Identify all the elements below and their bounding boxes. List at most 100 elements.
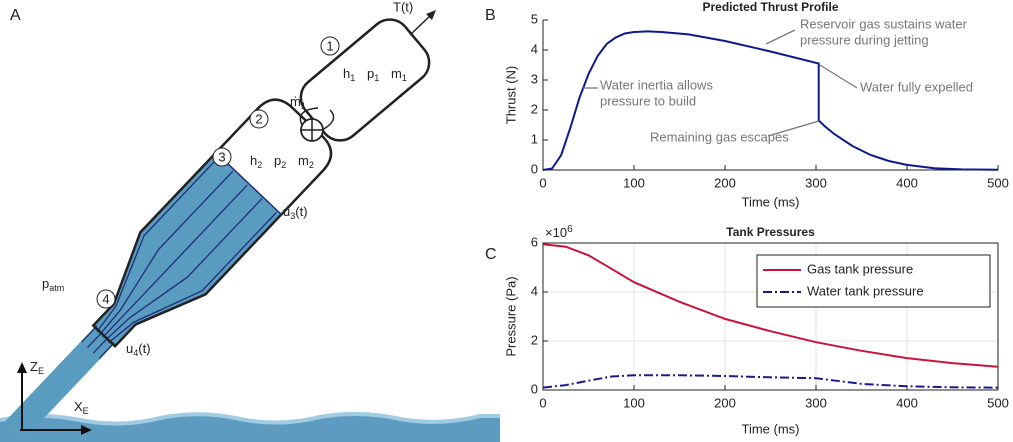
panel-label: A bbox=[10, 7, 21, 24]
legend-label: Water tank pressure bbox=[807, 283, 924, 298]
station-label: 1 bbox=[326, 38, 333, 53]
state-label: h2 bbox=[250, 153, 262, 170]
station-label: 2 bbox=[255, 111, 262, 126]
mass-flow-label: ṁ1 bbox=[290, 94, 306, 111]
x-axis-title: Time (ms) bbox=[741, 421, 799, 436]
x-arrowhead bbox=[81, 425, 92, 435]
y-tick-label: 1 bbox=[531, 131, 538, 146]
station-label: 4 bbox=[102, 291, 109, 306]
x-tick-label: 200 bbox=[714, 395, 736, 410]
y-axis-title: Thrust (N) bbox=[503, 66, 518, 125]
axis-label-sub: E bbox=[38, 366, 44, 376]
chart-title: Tank Pressures bbox=[726, 225, 815, 239]
x-axis-title: Time (ms) bbox=[741, 194, 799, 209]
series-line bbox=[542, 30, 999, 171]
velocity-label: u4(t) bbox=[126, 341, 151, 358]
annotation: Water inertia allows bbox=[600, 77, 713, 92]
state-label: m2 bbox=[298, 153, 314, 170]
annotation: pressure to build bbox=[600, 93, 696, 108]
state-label-base: p bbox=[367, 66, 374, 81]
y-tick-label: 0 bbox=[531, 381, 538, 396]
x-tick-label: 0 bbox=[539, 395, 546, 410]
x-tick-label: 300 bbox=[805, 395, 827, 410]
multiplier-exponent: 6 bbox=[567, 224, 573, 235]
multiplier-base: ×10 bbox=[545, 225, 567, 240]
x-tick-label: 0 bbox=[539, 175, 546, 190]
diagram: 1 2 3 4 T(t) bbox=[0, 0, 500, 442]
pressure-label: patm bbox=[42, 276, 64, 293]
annotation-arrow bbox=[819, 64, 858, 89]
velocity-label-suffix: (t) bbox=[138, 341, 150, 356]
state-label-sub: 1 bbox=[374, 73, 379, 83]
axis-label-base: X bbox=[74, 399, 83, 414]
x-tick-label: 100 bbox=[623, 395, 645, 410]
y-multiplier: ×106 bbox=[545, 224, 573, 241]
state-label: p2 bbox=[274, 153, 286, 170]
y-tick-label: 6 bbox=[531, 234, 538, 249]
pressure-label-sub: atm bbox=[49, 283, 64, 293]
velocity-label-suffix: (t) bbox=[295, 204, 307, 219]
velocity-label-sub: 3 bbox=[290, 211, 295, 221]
state-label-base: p bbox=[274, 153, 281, 168]
state-label-sub: 1 bbox=[350, 73, 355, 83]
x-tick-label: 100 bbox=[623, 175, 645, 190]
panel-label: C bbox=[485, 246, 497, 263]
pipe bbox=[299, 107, 335, 131]
state-label-sub: 2 bbox=[281, 160, 286, 170]
state-label: m1 bbox=[391, 66, 407, 83]
state-label-sub: 2 bbox=[309, 160, 314, 170]
state-label-base: h bbox=[250, 153, 257, 168]
velocity-label-sub: 4 bbox=[133, 348, 138, 358]
velocity-label-base: u bbox=[126, 341, 133, 356]
axes bbox=[542, 242, 999, 391]
water-surface bbox=[0, 413, 500, 442]
state-label-base: h bbox=[343, 66, 350, 81]
chart-title: Predicted Thrust Profile bbox=[702, 0, 838, 14]
annotation: Reservoir gas sustains water bbox=[800, 16, 968, 31]
y-tick-label: 4 bbox=[531, 41, 538, 56]
x-tick-label: 200 bbox=[714, 175, 736, 190]
mass-flow-label-base: ṁ bbox=[290, 94, 301, 109]
jet bbox=[5, 326, 114, 440]
station-label: 3 bbox=[218, 149, 225, 164]
streamlines bbox=[81, 156, 277, 360]
state-label: h1 bbox=[343, 66, 355, 83]
x-tick-label: 400 bbox=[896, 175, 918, 190]
valve-cross bbox=[301, 119, 323, 141]
series-line bbox=[542, 243, 999, 368]
annotation-arrow bbox=[765, 29, 796, 45]
state-label-sub: 2 bbox=[257, 160, 262, 170]
y-tick-label: 5 bbox=[531, 11, 538, 26]
mass-flow-label-sub: 1 bbox=[301, 101, 306, 111]
z-arrowhead bbox=[17, 362, 27, 373]
bottle bbox=[5, 98, 333, 440]
x-tick-label: 500 bbox=[987, 175, 1009, 190]
y-tick-label: 2 bbox=[531, 101, 538, 116]
annotation: Remaining gas escapes bbox=[650, 129, 789, 144]
thrust-arrowhead bbox=[426, 10, 436, 20]
y-axis-title: Pressure (Pa) bbox=[503, 276, 518, 356]
annotation: pressure during jetting bbox=[800, 32, 929, 47]
state-label-sub: 1 bbox=[402, 73, 407, 83]
axis-label: ZE bbox=[30, 359, 44, 376]
axis-label-sub: E bbox=[83, 406, 89, 416]
legend-label: Gas tank pressure bbox=[807, 261, 913, 276]
wave-crest bbox=[0, 411, 500, 426]
legend-box bbox=[756, 254, 991, 308]
pressure-label-base: p bbox=[42, 276, 49, 291]
x-tick-label: 400 bbox=[896, 395, 918, 410]
y-tick-label: 2 bbox=[531, 332, 538, 347]
annotation-arrow bbox=[767, 120, 820, 137]
station-circles bbox=[96, 36, 340, 309]
state-label: p1 bbox=[367, 66, 379, 83]
tank-outline bbox=[91, 98, 333, 348]
velocity-label-base: u bbox=[283, 204, 290, 219]
state-label-base: m bbox=[391, 66, 402, 81]
axis-label-base: Z bbox=[30, 359, 38, 374]
annotation: Water fully expelled bbox=[860, 79, 973, 94]
x-tick-label: 500 bbox=[987, 395, 1009, 410]
axis-label: XE bbox=[74, 399, 89, 416]
velocity-label: u3(t) bbox=[283, 204, 308, 221]
x-tick-label: 300 bbox=[805, 175, 827, 190]
